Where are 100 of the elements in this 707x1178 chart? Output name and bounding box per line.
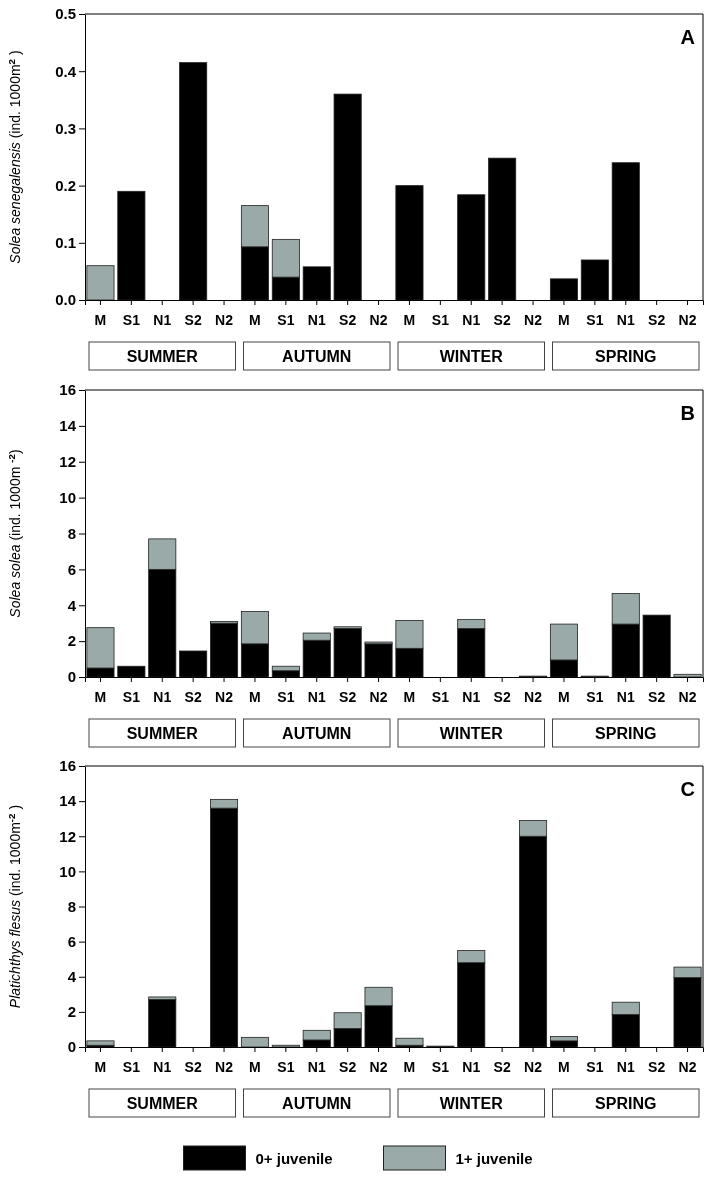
x-tick-label: S1 xyxy=(122,1058,141,1075)
x-tick-label: S2 xyxy=(339,1058,357,1075)
text: WINTER xyxy=(439,1095,504,1112)
y-tick-label: 10 xyxy=(59,862,76,880)
y-tick-label: 16 xyxy=(59,757,76,775)
y-tick-label: 0.5 xyxy=(55,5,76,23)
x-tick-label: N2 xyxy=(369,311,388,328)
text: AUTUMN xyxy=(282,1095,352,1112)
x-tick-label: M xyxy=(558,311,570,328)
x-tick-label: N2 xyxy=(215,311,234,328)
x-tick-label: N1 xyxy=(462,1058,481,1075)
x-tick-label: S1 xyxy=(277,311,295,328)
x-tick-label: S2 xyxy=(339,688,357,705)
x-tick-label: N2 xyxy=(678,311,697,328)
x-tick-label: M xyxy=(403,311,416,328)
y-tick-label: 14 xyxy=(59,417,77,435)
text: SUMMER xyxy=(126,725,199,742)
x-tick-label: S1 xyxy=(431,1058,450,1075)
x-tick-label: S2 xyxy=(648,688,666,705)
x-tick-label: M xyxy=(249,311,261,328)
x-tick-label: N1 xyxy=(307,688,326,705)
x-tick-label: S1 xyxy=(586,688,604,705)
x-tick-label: S2 xyxy=(184,1058,202,1075)
x-tick-label: S1 xyxy=(586,311,604,328)
legend-label: 1+ juvenile xyxy=(455,1150,533,1167)
x-tick-label: M xyxy=(558,688,570,705)
x-tick-label: N2 xyxy=(215,1058,234,1075)
x-tick-label: N1 xyxy=(616,311,635,328)
x-tick-label: S2 xyxy=(184,311,202,328)
x-tick-label: S1 xyxy=(431,311,450,328)
x-tick-label: S1 xyxy=(277,1058,295,1075)
y-tick-label: 0.4 xyxy=(55,62,77,80)
y-tick-label: 0 xyxy=(67,1038,76,1056)
x-tick-label: S2 xyxy=(493,1058,511,1075)
x-tick-label: N2 xyxy=(524,688,543,705)
x-tick-label: M xyxy=(249,1058,261,1075)
x-tick-label: N2 xyxy=(678,688,697,705)
y-tick-label: 0.0 xyxy=(55,291,76,309)
x-tick-label: M xyxy=(249,688,261,705)
x-tick-label: N1 xyxy=(616,688,635,705)
y-tick-label: 8 xyxy=(67,897,76,915)
text: WINTER xyxy=(439,348,504,365)
y-tick-label: 0.2 xyxy=(55,176,76,194)
x-tick-label: N1 xyxy=(307,1058,326,1075)
x-tick-label: N1 xyxy=(307,311,326,328)
x-tick-label: S1 xyxy=(586,1058,604,1075)
text: B xyxy=(680,402,695,424)
x-tick-label: N1 xyxy=(616,1058,635,1075)
x-tick-label: N2 xyxy=(215,688,234,705)
text: C xyxy=(680,778,695,800)
x-tick-label: M xyxy=(94,688,107,705)
y-tick-label: 0 xyxy=(67,668,76,686)
y-tick-label: 12 xyxy=(59,453,76,471)
y-tick-label: 16 xyxy=(59,381,76,399)
y-tick-label: 0.1 xyxy=(55,234,76,252)
x-tick-label: S1 xyxy=(431,688,450,705)
x-tick-label: M xyxy=(558,1058,570,1075)
y-tick-label: 2 xyxy=(67,1003,76,1021)
x-tick-label: S2 xyxy=(339,311,357,328)
text: SPRING xyxy=(595,348,657,365)
x-tick-label: M xyxy=(403,1058,416,1075)
text: SPRING xyxy=(595,725,657,742)
x-tick-label: S2 xyxy=(184,688,202,705)
text: AUTUMN xyxy=(282,725,352,742)
y-tick-label: 2 xyxy=(67,632,76,650)
y-tick-label: 6 xyxy=(67,560,76,578)
x-tick-label: N2 xyxy=(678,1058,697,1075)
y-tick-label: 10 xyxy=(59,488,76,506)
y-tick-label: 14 xyxy=(59,792,77,810)
y-tick-label: 8 xyxy=(67,524,76,542)
x-tick-label: S2 xyxy=(493,688,511,705)
x-tick-label: N1 xyxy=(153,1058,172,1075)
x-tick-label: M xyxy=(403,688,416,705)
x-tick-label: S1 xyxy=(122,688,141,705)
x-tick-label: N2 xyxy=(369,1058,388,1075)
y-tick-label: 4 xyxy=(67,596,77,614)
text: AUTUMN xyxy=(282,348,352,365)
y-tick-label: 4 xyxy=(67,968,77,986)
text: WINTER xyxy=(439,725,504,742)
x-tick-label: N2 xyxy=(524,311,543,328)
x-tick-label: S2 xyxy=(648,1058,666,1075)
x-tick-label: N2 xyxy=(524,1058,543,1075)
text: SUMMER xyxy=(126,348,199,365)
y-tick-label: 12 xyxy=(59,827,76,845)
text: SPRING xyxy=(595,1095,657,1112)
x-tick-label: N1 xyxy=(462,688,481,705)
legend-label: 0+ juvenile xyxy=(255,1150,333,1167)
text: SUMMER xyxy=(126,1095,199,1112)
x-tick-label: M xyxy=(94,1058,107,1075)
x-tick-label: S1 xyxy=(277,688,295,705)
x-tick-label: N1 xyxy=(153,311,172,328)
x-tick-label: N1 xyxy=(462,311,481,328)
x-tick-label: S1 xyxy=(122,311,141,328)
x-tick-label: S2 xyxy=(493,311,511,328)
x-tick-label: N2 xyxy=(369,688,388,705)
y-tick-label: 6 xyxy=(67,932,76,950)
x-tick-label: M xyxy=(94,311,107,328)
y-tick-label: 0.3 xyxy=(55,119,76,137)
text: A xyxy=(680,26,695,48)
x-tick-label: S2 xyxy=(648,311,666,328)
